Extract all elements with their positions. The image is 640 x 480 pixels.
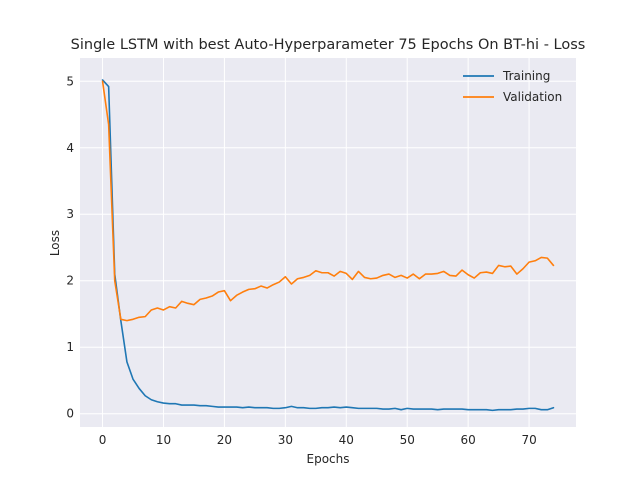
x-tick-label: 60 xyxy=(461,433,476,447)
y-tick-label: 3 xyxy=(66,207,74,221)
x-tick-labels: 0 10 20 30 40 50 60 70 xyxy=(99,433,537,447)
y-tick-label: 1 xyxy=(66,340,74,354)
y-axis-label: Loss xyxy=(48,230,62,256)
x-tick-label: 10 xyxy=(156,433,171,447)
y-tick-label: 4 xyxy=(66,141,74,155)
legend-label-training: Training xyxy=(502,69,550,83)
y-tick-label: 0 xyxy=(66,407,74,421)
x-tick-label: 30 xyxy=(278,433,293,447)
plot-area xyxy=(80,58,576,427)
x-tick-label: 50 xyxy=(400,433,415,447)
legend-label-validation: Validation xyxy=(503,90,562,104)
x-tick-label: 20 xyxy=(217,433,232,447)
x-tick-label: 0 xyxy=(99,433,107,447)
x-tick-label: 70 xyxy=(521,433,536,447)
y-tick-label: 2 xyxy=(66,274,74,288)
chart-title: Single LSTM with best Auto-Hyperparamete… xyxy=(71,37,586,53)
y-tick-labels: 0 1 2 3 4 5 xyxy=(66,74,74,420)
y-tick-label: 5 xyxy=(66,74,74,88)
x-tick-label: 40 xyxy=(339,433,354,447)
x-axis-label: Epochs xyxy=(307,452,350,466)
